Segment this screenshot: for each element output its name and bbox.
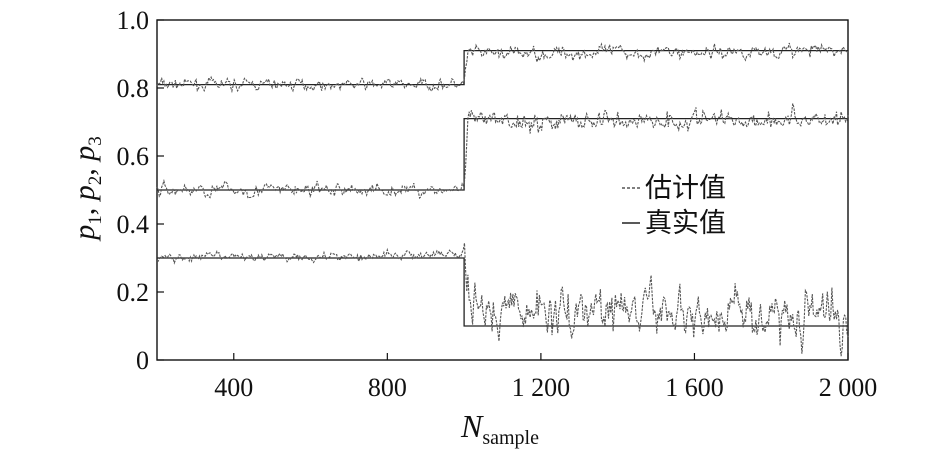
true-value-line xyxy=(157,117,848,191)
y-axis-title: p1, p2, p3 xyxy=(68,136,106,242)
y-axis-title-p3: p xyxy=(68,146,101,163)
x-axis: 400 800 1 200 1 600 2 000 xyxy=(214,353,877,402)
y-axis-title-sep1: , xyxy=(68,200,101,215)
x-axis-title-subscript: sample xyxy=(482,427,539,449)
y-tick-label: 0.8 xyxy=(117,74,150,103)
true-value-line xyxy=(157,49,848,86)
y-axis: 0 0.2 0.4 0.6 0.8 1.0 xyxy=(117,6,164,375)
y-tick-label: 0 xyxy=(136,346,149,375)
y-axis-title-sub2: 2 xyxy=(85,176,106,186)
x-tick-label: 1 600 xyxy=(665,373,724,402)
true-value-line xyxy=(157,257,848,327)
y-axis-title-sub3: 3 xyxy=(85,136,106,146)
estimate-line xyxy=(156,103,849,200)
y-tick-label: 1.0 xyxy=(117,6,150,35)
x-tick-label: 2 000 xyxy=(819,373,878,402)
legend: 估计值 真实值 xyxy=(622,173,726,239)
y-tick-label: 0.4 xyxy=(117,210,150,239)
y-tick-label: 0.2 xyxy=(117,278,150,307)
estimate-line xyxy=(156,243,849,357)
x-axis-title-main: N xyxy=(460,408,484,444)
y-axis-title-p1: p xyxy=(68,225,101,242)
legend-label-true: 真实值 xyxy=(645,208,726,239)
y-axis-title-p2: p xyxy=(68,185,101,202)
estimate-series-group xyxy=(156,42,849,357)
x-tick-label: 800 xyxy=(368,373,407,402)
estimate-line xyxy=(156,42,849,94)
x-axis-title: Nsample xyxy=(460,408,539,449)
x-tick-label: 1 200 xyxy=(512,373,571,402)
y-tick-label: 0.6 xyxy=(117,142,150,171)
y-axis-title-sep2: , xyxy=(68,161,101,176)
legend-label-estimate: 估计值 xyxy=(645,173,726,204)
y-axis-title-sub1: 1 xyxy=(85,215,106,225)
true-value-series-group xyxy=(157,49,848,327)
x-tick-label: 400 xyxy=(214,373,253,402)
